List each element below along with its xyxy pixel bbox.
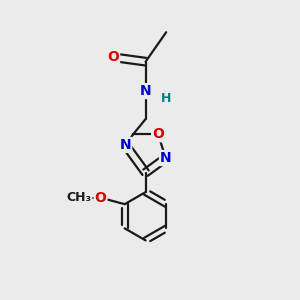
Text: O: O	[152, 127, 164, 141]
Text: H: H	[161, 92, 171, 105]
Text: O: O	[94, 191, 106, 205]
Text: CH₃: CH₃	[67, 191, 92, 204]
Text: N: N	[160, 151, 172, 165]
Text: N: N	[140, 84, 152, 98]
Text: O: O	[107, 50, 119, 64]
Text: N: N	[120, 138, 131, 152]
